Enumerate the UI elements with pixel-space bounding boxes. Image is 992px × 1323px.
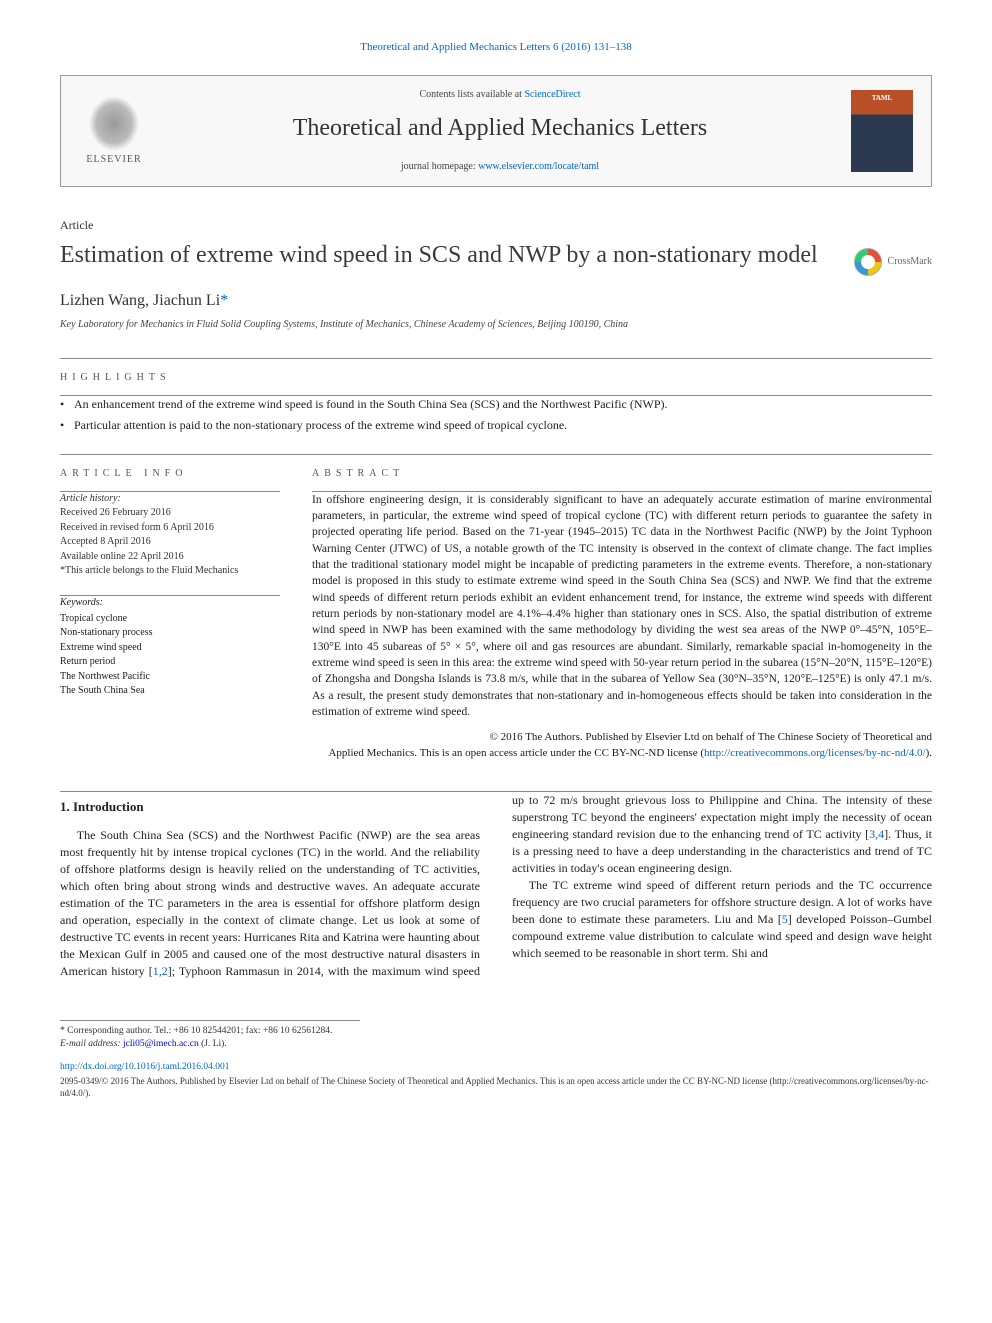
article-info-column: ARTICLE INFO Article history: Received 2… xyxy=(60,455,280,761)
copyright-block: © 2016 The Authors. Published by Elsevie… xyxy=(312,730,932,761)
abstract-text: In offshore engineering design, it is co… xyxy=(312,492,932,721)
corresponding-author-block: * Corresponding author. Tel.: +86 10 825… xyxy=(60,1020,360,1051)
homepage-prefix: journal homepage: xyxy=(401,161,478,172)
body-text: 1. Introduction The South China Sea (SCS… xyxy=(60,792,932,980)
journal-cover-thumbnail: TAML xyxy=(851,90,913,172)
keyword: The South China Sea xyxy=(60,684,280,699)
keywords-list: Tropical cyclone Non-stationary process … xyxy=(60,612,280,699)
history-revised: Received in revised form 6 April 2016 xyxy=(60,521,280,536)
journal-masthead: ELSEVIER Contents lists available at Sci… xyxy=(60,75,932,187)
publisher-name: ELSEVIER xyxy=(86,153,141,167)
copyright-line1: © 2016 The Authors. Published by Elsevie… xyxy=(490,731,932,743)
doi-link[interactable]: http://dx.doi.org/10.1016/j.taml.2016.04… xyxy=(60,1061,932,1074)
highlight-item: Particular attention is paid to the non-… xyxy=(60,417,932,434)
corresponding-marker[interactable]: * xyxy=(220,292,228,309)
keyword: Tropical cyclone xyxy=(60,612,280,627)
history-accepted: Accepted 8 April 2016 xyxy=(60,535,280,550)
abstract-column: ABSTRACT In offshore engineering design,… xyxy=(312,455,932,761)
article-info-heading: ARTICLE INFO xyxy=(60,455,280,491)
keyword: Extreme wind speed xyxy=(60,641,280,656)
masthead-center: Contents lists available at ScienceDirec… xyxy=(167,88,833,174)
article-history: Article history: Received 26 February 20… xyxy=(60,492,280,579)
header-citation: Theoretical and Applied Mechanics Letter… xyxy=(60,40,932,55)
sciencedirect-link[interactable]: ScienceDirect xyxy=(524,89,580,100)
journal-name: Theoretical and Applied Mechanics Letter… xyxy=(167,112,833,146)
journal-homepage-link[interactable]: www.elsevier.com/locate/taml xyxy=(478,161,599,172)
abstract-heading: ABSTRACT xyxy=(312,455,932,491)
contents-prefix: Contents lists available at xyxy=(419,89,524,100)
section-heading-intro: 1. Introduction xyxy=(60,798,480,816)
intro-paragraph-3: The TC extreme wind speed of different r… xyxy=(512,877,932,962)
journal-homepage-line: journal homepage: www.elsevier.com/locat… xyxy=(167,160,833,174)
highlight-item: An enhancement trend of the extreme wind… xyxy=(60,396,932,413)
email-link[interactable]: jcli05@imech.ac.cn xyxy=(123,1039,199,1049)
keywords-label: Keywords: xyxy=(60,596,280,610)
highlights-heading: HIGHLIGHTS xyxy=(60,359,932,395)
intro-paragraph-1: The South China Sea (SCS) and the Northw… xyxy=(60,827,480,946)
keyword: The Northwest Pacific xyxy=(60,670,280,685)
history-label: Article history: xyxy=(60,492,280,507)
authors-names: Lizhen Wang, Jiachun Li xyxy=(60,292,220,309)
history-received: Received 26 February 2016 xyxy=(60,506,280,521)
license-footer: 2095-0349/© 2016 The Authors. Published … xyxy=(60,1075,932,1099)
history-note: *This article belongs to the Fluid Mecha… xyxy=(60,564,280,579)
license-link[interactable]: http://creativecommons.org/licenses/by-n… xyxy=(704,747,926,759)
email-name: (J. Li). xyxy=(201,1039,227,1049)
affiliation: Key Laboratory for Mechanics in Fluid So… xyxy=(60,318,932,332)
email-label: E-mail address: xyxy=(60,1039,121,1049)
crossmark-badge[interactable]: CrossMark xyxy=(854,240,932,276)
keyword: Return period xyxy=(60,655,280,670)
history-online: Available online 22 April 2016 xyxy=(60,550,280,565)
ref-link-3-4[interactable]: 3,4 xyxy=(869,827,884,841)
elsevier-logo: ELSEVIER xyxy=(79,91,149,171)
elsevier-tree-icon xyxy=(89,96,139,151)
page-footer: * Corresponding author. Tel.: +86 10 825… xyxy=(60,1020,932,1100)
ref-link-1-2[interactable]: 1,2 xyxy=(153,964,168,978)
highlights-list: An enhancement trend of the extreme wind… xyxy=(60,396,932,454)
crossmark-icon xyxy=(854,248,882,276)
authors-line: Lizhen Wang, Jiachun Li* xyxy=(60,290,932,312)
copyright-line3: ). xyxy=(926,747,932,759)
cover-label: TAML xyxy=(872,94,892,104)
corr-contact: Corresponding author. Tel.: +86 10 82544… xyxy=(67,1026,332,1036)
contents-available-line: Contents lists available at ScienceDirec… xyxy=(167,88,833,102)
article-title: Estimation of extreme wind speed in SCS … xyxy=(60,240,834,270)
crossmark-label: CrossMark xyxy=(888,255,932,269)
copyright-line2: Applied Mechanics. This is an open acces… xyxy=(328,747,704,759)
article-type: Article xyxy=(60,217,932,234)
keyword: Non-stationary process xyxy=(60,626,280,641)
